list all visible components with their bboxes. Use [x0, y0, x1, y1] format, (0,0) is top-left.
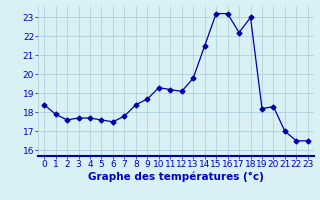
X-axis label: Graphe des températures (°c): Graphe des températures (°c): [88, 172, 264, 182]
